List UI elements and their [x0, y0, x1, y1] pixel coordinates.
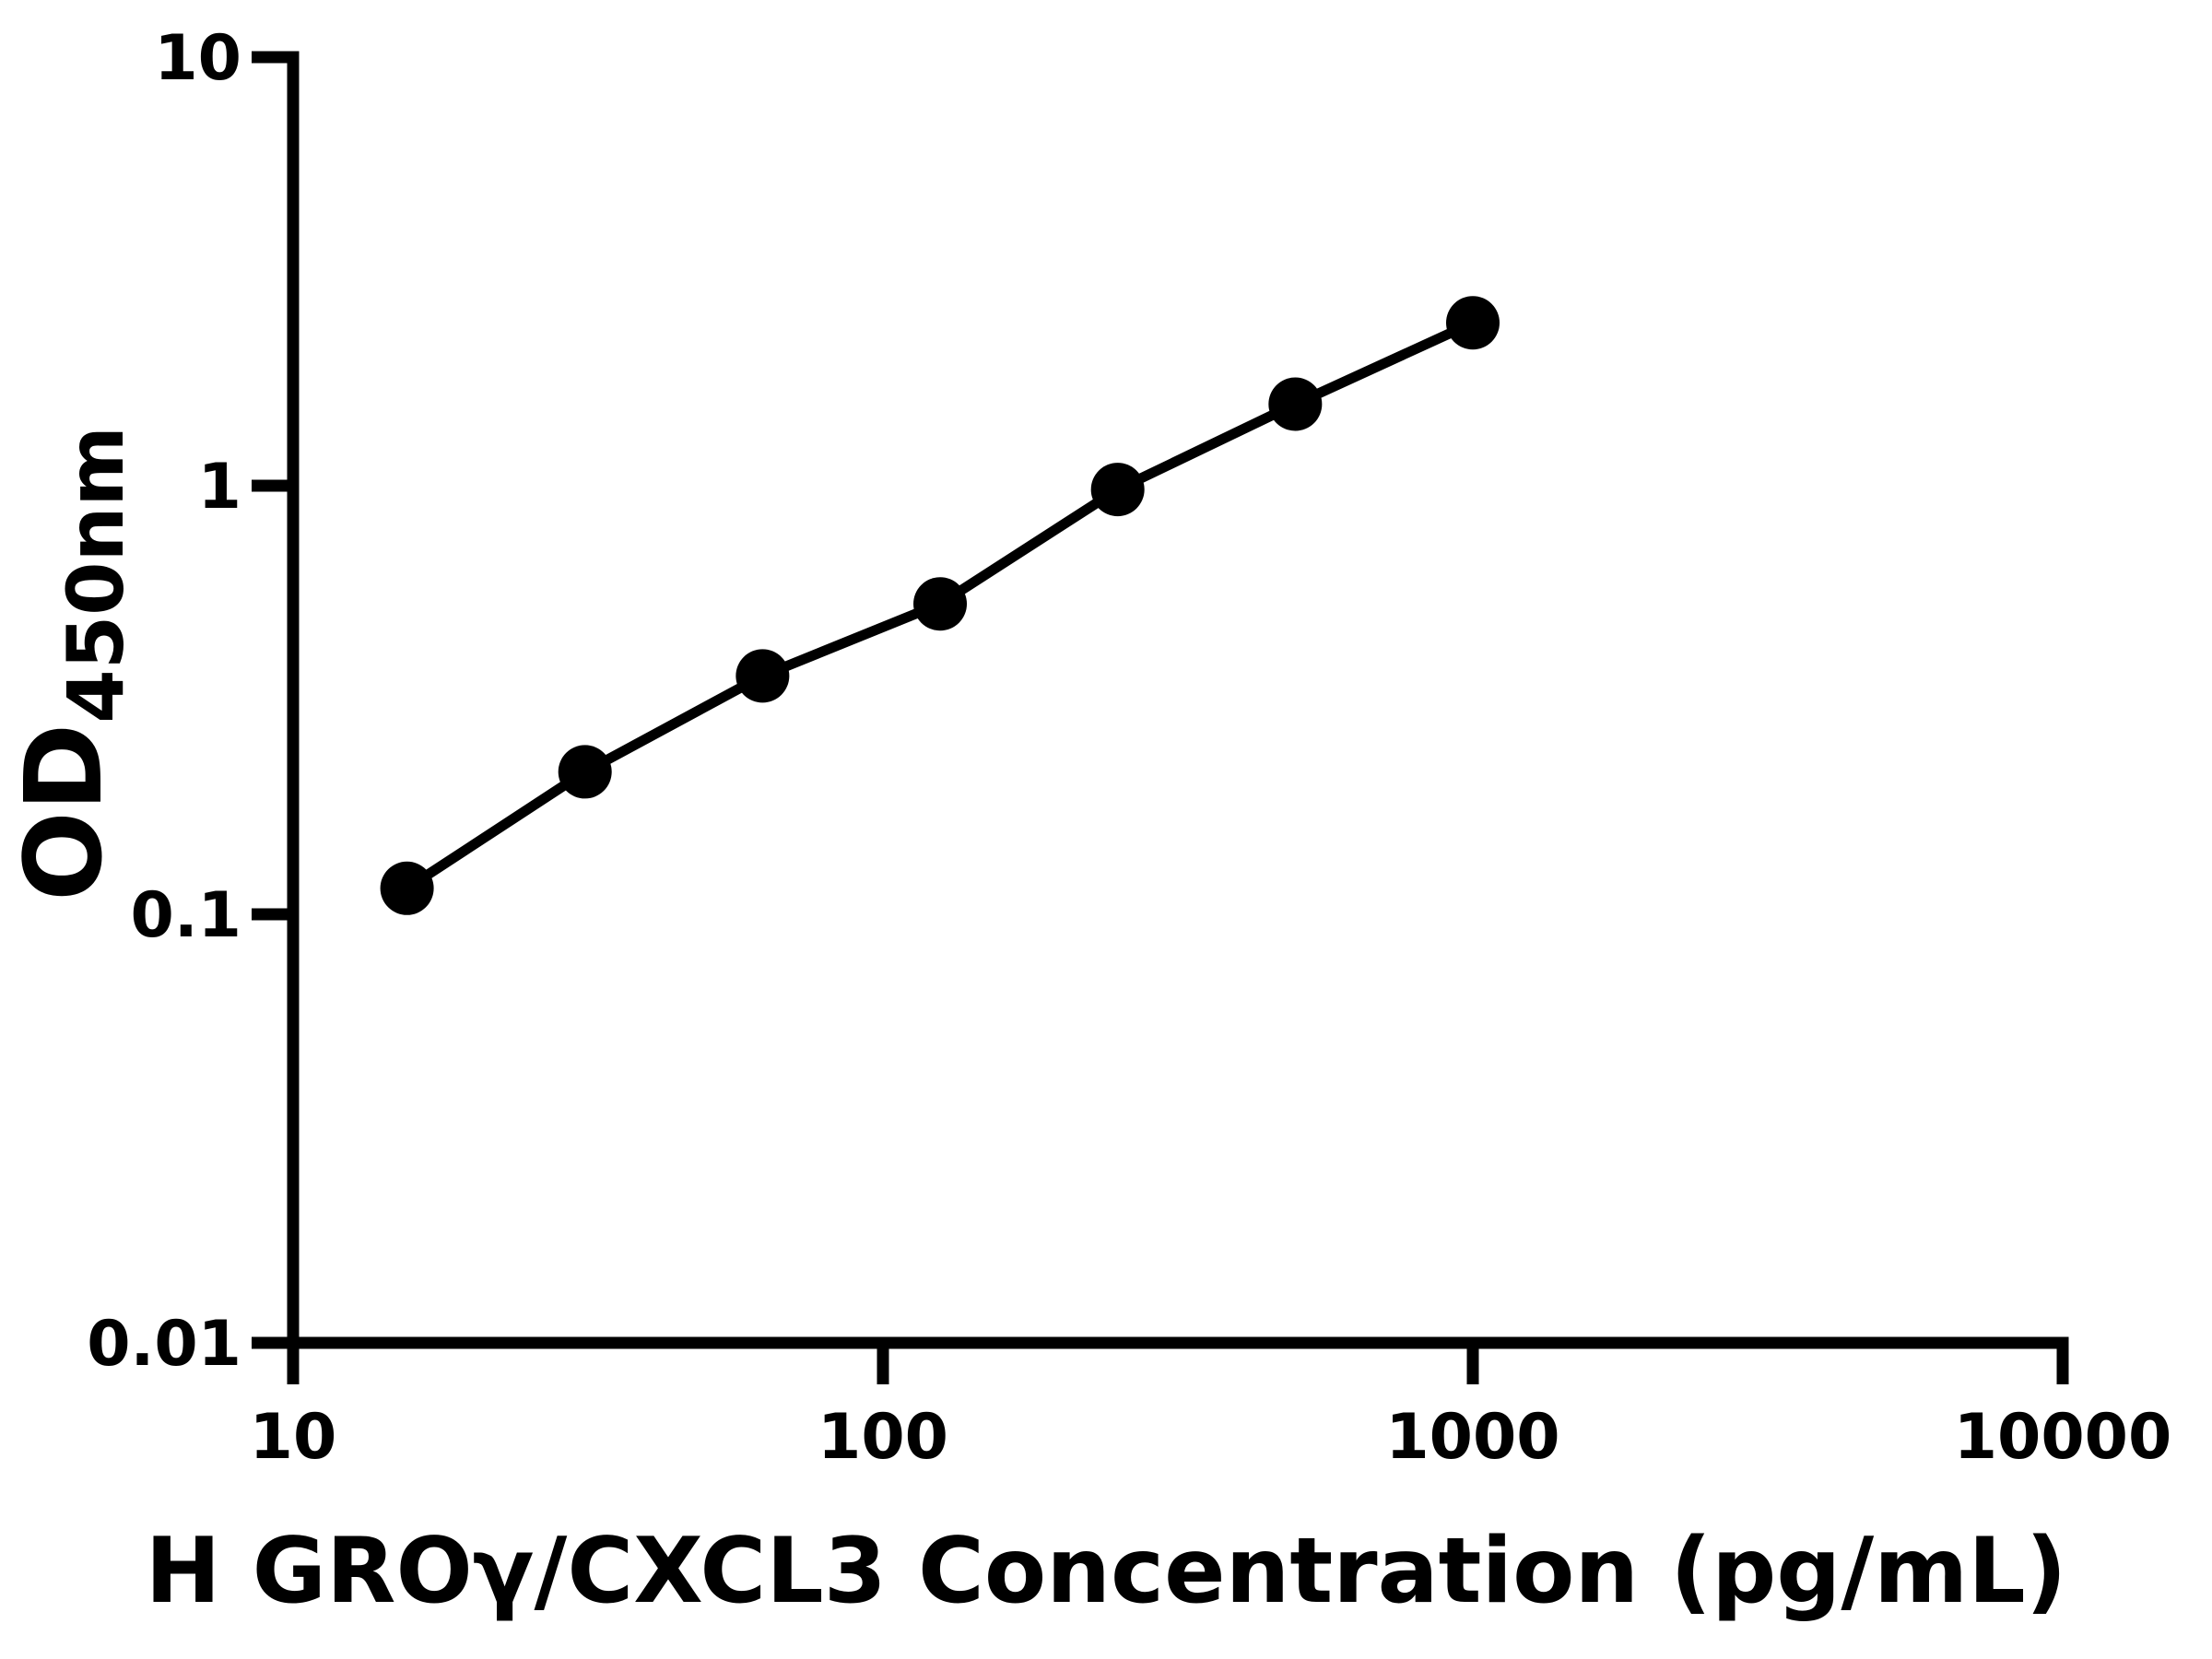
data-point: [1446, 296, 1500, 350]
x-tick-label: 1000: [1385, 1401, 1559, 1474]
data-series: [380, 296, 1500, 915]
data-point: [735, 649, 790, 703]
y-axis-title-subscript: 450nm: [51, 426, 141, 724]
x-tick-label: 100: [818, 1401, 948, 1474]
data-point: [380, 861, 434, 915]
data-point: [913, 577, 968, 631]
x-tick-label: 10000: [1954, 1401, 2172, 1474]
y-tick-label: 0.01: [87, 1308, 241, 1381]
y-axis-title-main: OD: [3, 723, 126, 901]
y-axis-title: OD450nm: [0, 295, 141, 1032]
x-tick-label: 10: [250, 1401, 337, 1474]
axis-ticks: [252, 51, 2069, 1384]
data-point: [1268, 377, 1323, 431]
y-tick-label: 0.1: [131, 879, 241, 952]
data-point: [1090, 463, 1145, 517]
y-tick-label: 10: [154, 22, 241, 95]
data-point: [558, 745, 612, 799]
x-axis-title: H GROγ/CXCL3 Concentration (pg/mL): [145, 1519, 2067, 1624]
y-tick-label: 1: [198, 451, 241, 524]
axis-tick-labels: 0.01 0.1 1 10 10 100 1000 10000: [87, 22, 2171, 1474]
axes: [252, 51, 2069, 1384]
